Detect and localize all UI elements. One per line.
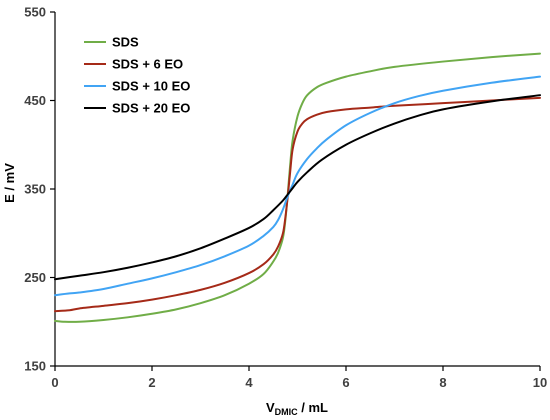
series-layer xyxy=(54,52,541,323)
x-tick-label: 8 xyxy=(439,375,446,390)
y-tick-label: 550 xyxy=(24,5,46,20)
x-tick-label: 0 xyxy=(51,375,58,390)
y-tick-label: 350 xyxy=(24,182,46,197)
series-line-sds-10-eo xyxy=(54,75,541,297)
legend-label-sds: SDS xyxy=(112,35,139,50)
legend-label-sds-10-eo: SDS + 10 EO xyxy=(112,79,190,94)
series-line-sds-6-eo xyxy=(54,96,541,313)
axes: 150 250 350 450 550 0 2 4 6 8 10 xyxy=(24,5,547,391)
x-axis-title: VDMIC / mL xyxy=(266,400,328,417)
series-line-sds-20-eo xyxy=(54,94,541,281)
series-line-sds xyxy=(54,52,541,323)
x-axis-title-main: V xyxy=(266,400,275,415)
y-tick-label: 150 xyxy=(24,359,46,374)
x-axis-title-unit: / mL xyxy=(298,400,328,415)
x-tick-label: 2 xyxy=(148,375,155,390)
y-tick-label: 450 xyxy=(24,93,46,108)
y-axis-title: E / mV xyxy=(2,163,17,203)
x-tick-label: 6 xyxy=(342,375,349,390)
y-tick-label: 250 xyxy=(24,270,46,285)
x-axis-title-sub: DMIC xyxy=(275,407,298,417)
legend-label-sds-20-eo: SDS + 20 EO xyxy=(112,101,190,116)
x-tick-label: 4 xyxy=(245,375,253,390)
x-tick-label: 10 xyxy=(533,375,547,390)
legend-label-sds-6-eo: SDS + 6 EO xyxy=(112,57,183,72)
legend: SDS SDS + 6 EO SDS + 10 EO SDS + 20 EO xyxy=(84,35,190,116)
